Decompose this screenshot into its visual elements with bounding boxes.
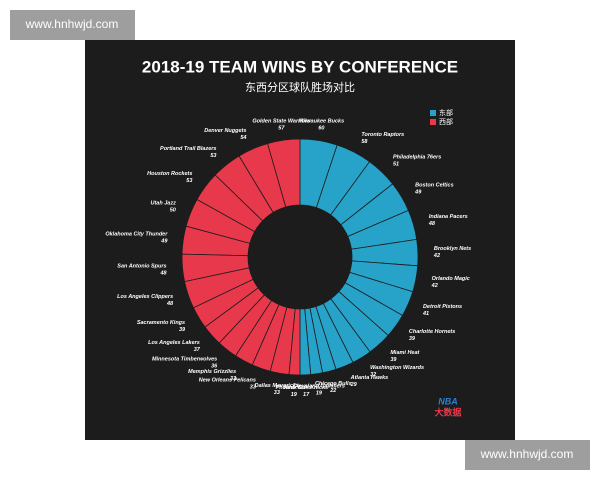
segment-label: Sacramento Kings (137, 320, 185, 326)
segment-value: 49 (160, 239, 168, 245)
donut-segment (269, 306, 296, 375)
segment-label: Miami Heat (390, 350, 420, 356)
segment-label: Minnesota Timberwolves (152, 356, 217, 362)
segment-value: 49 (414, 189, 422, 195)
segment-label: Memphis Grizzlies (188, 369, 236, 375)
donut-segment (214, 155, 274, 222)
segment-value: 39 (390, 357, 397, 363)
segment-value: 33 (230, 376, 236, 382)
donut-segment (235, 300, 280, 366)
segment-label: Los Angeles Clippers (117, 294, 173, 300)
legend-label: 西部 (439, 117, 453, 126)
segment-value: 50 (170, 207, 176, 213)
watermark: www.hnhwjd.com (25, 17, 119, 31)
segment-label: Indiana Pacers (429, 214, 468, 220)
segment-value: 54 (240, 135, 246, 141)
segment-value: 32 (370, 372, 376, 378)
segment-value: 53 (210, 153, 216, 159)
watermark-box (10, 10, 135, 40)
segment-label: Boston Celtics (415, 182, 454, 188)
donut-segment (185, 198, 256, 244)
segment-value: 36 (211, 363, 218, 369)
donut-segment (204, 287, 265, 344)
segment-value: 29 (350, 382, 358, 388)
segment-value: 57 (278, 125, 285, 131)
donut-segment (192, 278, 259, 328)
segment-value: 39 (179, 327, 186, 333)
segment-label: Atlanta Hawks (350, 375, 389, 381)
donut-segment (218, 294, 273, 357)
donut-segment (181, 253, 250, 283)
segment-value: 19 (291, 392, 298, 398)
legend-label: 东部 (439, 108, 453, 117)
segment-label: New York Knicks (284, 385, 328, 391)
segment-value: 33 (274, 390, 280, 396)
segment-value: 39 (409, 336, 416, 342)
segment-label: Denver Nuggets (204, 128, 246, 134)
segment-label: Oklahoma City Thunder (105, 232, 168, 238)
logo-brand: NBA (438, 396, 458, 406)
segment-label: Golden State Warriors (252, 118, 310, 124)
segment-label: New Orleans Pelicans (199, 377, 256, 383)
chart-title: 2018-19 TEAM WINS BY CONFERENCE (142, 57, 458, 76)
segment-value: 41 (422, 311, 429, 317)
chart-subtitle: 东西分区球队胜场对比 (245, 80, 355, 94)
donut-segment (238, 143, 287, 214)
donut-segment (184, 267, 254, 309)
segment-value: 33 (250, 384, 256, 390)
segment-value: 17 (303, 392, 310, 398)
legend-swatch (430, 110, 436, 116)
segment-label: Orlando Magic (432, 276, 470, 282)
segment-label: San Antonio Spurs (117, 263, 166, 269)
segment-value: 48 (159, 270, 167, 276)
segment-label: Philadelphia 76ers (393, 154, 441, 160)
segment-label: Phoenix Suns (276, 385, 312, 391)
panel (85, 40, 515, 440)
segment-label: Milwaukee Bucks (299, 119, 345, 125)
segment-value: 60 (318, 126, 324, 132)
segment-value: 51 (393, 161, 399, 167)
segment-label: Dallas Mavericks (255, 383, 299, 389)
watermark: www.hnhwjd.com (480, 447, 574, 461)
segment-value: 37 (194, 347, 201, 353)
segment-label: Toronto Raptors (361, 132, 404, 138)
segment-value: 22 (329, 388, 336, 394)
segment-value: 42 (431, 283, 438, 289)
logo-text: 大数据 (434, 406, 461, 417)
segment-label: Washington Wizards (370, 365, 424, 371)
segment-label: Brooklyn Nets (434, 246, 471, 252)
segment-value: 19 (316, 391, 323, 397)
segment-label: Charlotte Hornets (409, 329, 455, 335)
segment-value: 48 (166, 301, 174, 307)
donut-segment (267, 138, 301, 208)
segment-label: Cleveland Cavaliers (293, 384, 345, 390)
segment-label: Portland Trail Blazers (160, 146, 216, 152)
segment-label: Detroit Pistons (423, 304, 462, 310)
segment-value: 53 (186, 178, 192, 184)
segment-value: 58 (361, 139, 368, 145)
segment-label: Chicago Bulls (315, 381, 352, 387)
donut-segment (181, 225, 251, 257)
legend-swatch (430, 119, 436, 125)
segment-label: Utah Jazz (151, 200, 177, 206)
segment-label: Los Angeles Lakers (148, 340, 200, 346)
donut-segment (196, 174, 264, 233)
segment-value: 48 (428, 221, 436, 227)
donut-segment (288, 308, 301, 376)
donut-segment (251, 304, 288, 372)
watermark-box (465, 440, 590, 470)
segment-label: Houston Rockets (147, 171, 192, 177)
segment-value: 42 (433, 253, 440, 259)
